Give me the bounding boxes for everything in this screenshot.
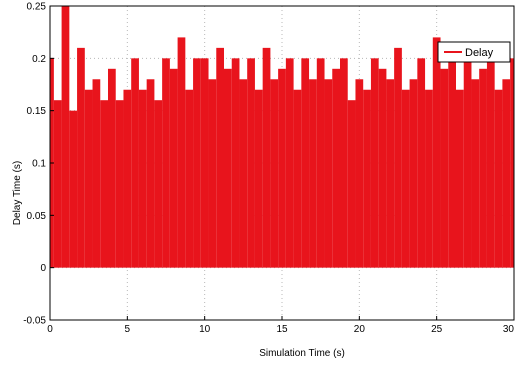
delay-bar bbox=[208, 79, 217, 268]
delay-bar bbox=[123, 89, 132, 268]
delay-bar bbox=[138, 89, 147, 268]
delay-bar bbox=[185, 89, 194, 268]
delay-bar bbox=[471, 79, 480, 268]
delay-bar bbox=[440, 68, 449, 268]
x-tick-label: 30 bbox=[503, 324, 515, 335]
delay-bar bbox=[401, 89, 410, 268]
delay-bar bbox=[169, 68, 178, 268]
x-axis-ticks: 0 5 10 15 20 25 30 bbox=[47, 316, 515, 335]
delay-bar bbox=[61, 6, 70, 268]
delay-bar bbox=[417, 58, 426, 268]
delay-bar bbox=[309, 79, 317, 268]
y-axis-ticks: -0.05 0 0.05 0.1 0.15 0.2 0.25 bbox=[23, 2, 54, 327]
delay-bar bbox=[146, 79, 155, 268]
x-tick-label: 25 bbox=[431, 324, 443, 335]
delay-bar bbox=[448, 47, 456, 268]
y-axis-label: Delay Time (s) bbox=[12, 161, 23, 225]
delay-bar bbox=[247, 58, 255, 268]
y-tick-label: 0 bbox=[40, 263, 46, 274]
x-tick-label: 10 bbox=[199, 324, 211, 335]
delay-bar bbox=[347, 100, 356, 268]
delay-bar bbox=[254, 89, 263, 268]
delay-bar bbox=[510, 58, 514, 268]
delay-bar bbox=[316, 58, 325, 268]
delay-bar bbox=[502, 79, 511, 268]
delay-bar bbox=[409, 79, 418, 268]
delay-bar bbox=[278, 68, 286, 268]
delay-bar bbox=[177, 37, 186, 268]
delay-bar bbox=[479, 68, 487, 268]
delay-bar bbox=[131, 58, 139, 268]
delay-bar bbox=[456, 89, 464, 268]
delay-bar bbox=[332, 68, 340, 268]
delay-bar bbox=[92, 79, 101, 268]
delay-bar bbox=[53, 100, 62, 268]
y-tick-label: 0.2 bbox=[32, 54, 46, 65]
delay-bar bbox=[293, 89, 302, 268]
delay-bar bbox=[262, 47, 271, 268]
y-tick-label: 0.05 bbox=[27, 211, 47, 222]
delay-bar bbox=[231, 58, 240, 268]
delay-bar bbox=[154, 100, 163, 268]
delay-bar bbox=[394, 47, 402, 268]
legend-label-delay: Delay bbox=[465, 47, 494, 59]
delay-bar bbox=[162, 58, 170, 268]
x-tick-label: 15 bbox=[276, 324, 288, 335]
delay-bar bbox=[224, 68, 232, 268]
delay-bar bbox=[370, 58, 379, 268]
delay-bar bbox=[239, 79, 248, 268]
delay-bar bbox=[324, 79, 333, 268]
y-tick-label: 0.25 bbox=[27, 2, 47, 13]
delay-bar bbox=[84, 89, 93, 268]
delay-bar bbox=[425, 89, 433, 268]
y-tick-label: -0.05 bbox=[23, 316, 46, 327]
delay-bar bbox=[432, 37, 441, 268]
delay-bar bbox=[486, 58, 495, 268]
delay-bar bbox=[340, 58, 348, 268]
delay-bar bbox=[193, 58, 201, 268]
x-tick-label: 20 bbox=[354, 324, 366, 335]
x-tick-label: 5 bbox=[125, 324, 131, 335]
delay-bar bbox=[285, 58, 294, 268]
delay-bar bbox=[378, 68, 387, 268]
legend-box bbox=[437, 41, 511, 63]
x-tick-label: 0 bbox=[47, 324, 53, 335]
delay-bar bbox=[69, 110, 78, 268]
delay-bar bbox=[108, 68, 116, 268]
delay-bar bbox=[115, 100, 124, 268]
delay-bar bbox=[77, 47, 85, 268]
y-tick-label: 0.15 bbox=[27, 106, 47, 117]
legend: Delay bbox=[437, 41, 511, 63]
delay-bar bbox=[463, 58, 472, 268]
x-axis-label: Simulation Time (s) bbox=[259, 348, 345, 359]
delay-bar bbox=[355, 79, 364, 268]
delay-bar bbox=[301, 58, 310, 268]
delay-bar bbox=[363, 89, 371, 268]
delay-bar bbox=[100, 100, 108, 268]
delay-bar bbox=[270, 79, 279, 268]
y-tick-label: 0.1 bbox=[32, 159, 46, 170]
delay-bar bbox=[494, 89, 503, 268]
delay-bar bbox=[216, 47, 224, 268]
delay-bar bbox=[386, 79, 395, 268]
delay-bar bbox=[200, 58, 209, 268]
